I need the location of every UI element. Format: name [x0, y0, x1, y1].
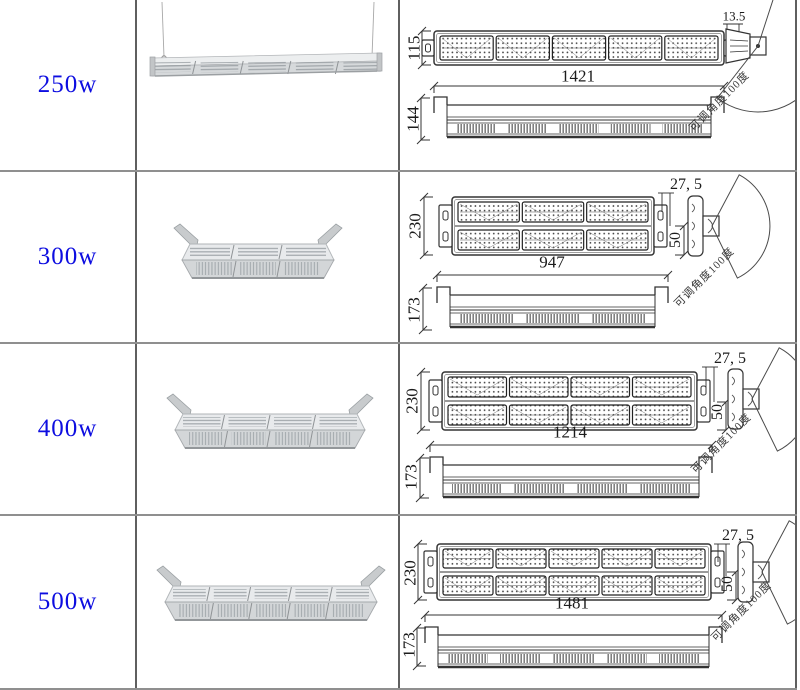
dim-depth-label: 173 [401, 464, 421, 490]
dim-length-label: 947 [539, 252, 565, 272]
dim-slot-label: 50 [709, 404, 726, 420]
dimension-drawing-cell: 230 27, 5 50 1214 173 可调角度100度 [400, 344, 797, 514]
dim-width-label: 115 [404, 35, 424, 61]
dim-length-label: 1421 [561, 66, 595, 86]
dim-bracket-label: 27, 5 [722, 527, 754, 544]
product-image [173, 223, 343, 279]
dimension-drawing [415, 347, 795, 503]
dim-length-label: 1214 [553, 422, 587, 442]
product-image [149, 1, 383, 77]
dim-slot-label: 50 [719, 576, 736, 592]
table-row: 300w 230 27, 5 50 947 173 可调角度100度 [0, 172, 797, 344]
wattage-label: 300w [37, 243, 98, 270]
product-image [156, 565, 386, 621]
wattage-label: 500w [37, 588, 98, 615]
dimension-drawing [416, 0, 795, 145]
product-photo-cell [137, 344, 400, 514]
product-image [166, 393, 374, 449]
wattage-cell: 500w [0, 516, 137, 688]
product-photo-cell [137, 172, 400, 342]
dimension-drawing-cell: 230 27, 5 50 947 173 可调角度100度 [400, 172, 797, 342]
dimension-drawing [412, 520, 795, 671]
product-photo-cell [137, 0, 400, 170]
dim-bracket-label: 27, 5 [670, 176, 702, 193]
dim-width-label: 230 [400, 560, 420, 586]
dim-depth-label: 144 [403, 106, 423, 132]
dim-slot-label: 50 [667, 232, 684, 248]
dim-width-label: 230 [405, 213, 425, 239]
dim-width-label: 230 [402, 388, 422, 414]
table-row: 500w 230 27, 5 50 1481 173 可调角度100度 [0, 516, 797, 690]
dimension-drawing-cell: 230 27, 5 50 1481 173 可调角度100度 [400, 516, 797, 688]
dim-length-label: 1481 [555, 593, 589, 613]
wattage-label: 250w [37, 71, 98, 98]
wattage-cell: 250w [0, 0, 137, 170]
dim-bracket-label: 27, 5 [714, 350, 746, 367]
product-photo-cell [137, 516, 400, 688]
dim-depth-label: 173 [400, 632, 419, 658]
wattage-cell: 300w [0, 172, 137, 342]
wattage-label: 400w [37, 415, 98, 442]
dimension-drawing [418, 174, 771, 335]
dim-depth-label: 173 [404, 297, 424, 323]
dim-bracket-label: 13.5 [722, 8, 746, 24]
dimension-drawing-cell: 115 1421 144 13.5 可调角度100度 [400, 0, 797, 170]
wattage-cell: 400w [0, 344, 137, 514]
table-row: 400w 230 27, 5 50 1214 173 可调角度100度 [0, 344, 797, 516]
table-row: 250w 115 1421 144 13.5 可调角度100度 [0, 0, 797, 172]
